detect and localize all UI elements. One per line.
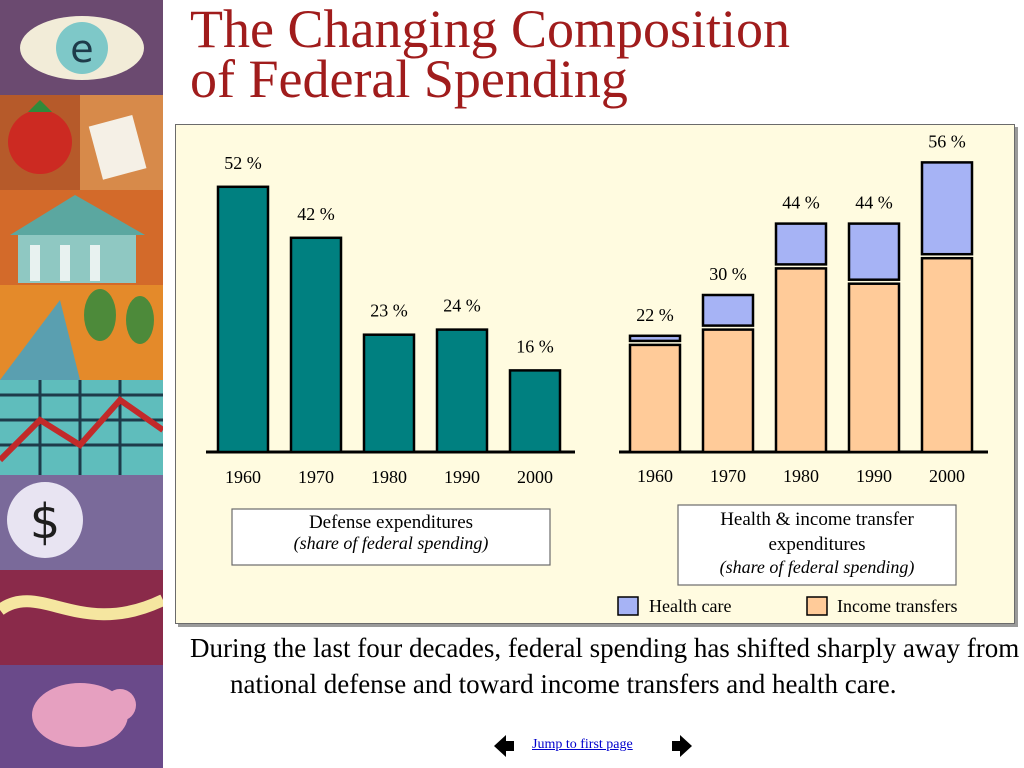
transfers-label-line3: (share of federal spending) <box>720 557 915 578</box>
income-transfers-bar <box>628 343 682 454</box>
defense-label-line1: Defense expenditures <box>309 512 473 533</box>
defense-bar <box>508 369 562 454</box>
defense-x-tick-label: 2000 <box>517 467 553 487</box>
defense-data-label: 42 % <box>297 204 335 224</box>
transfers-x-tick-label: 1970 <box>710 466 746 486</box>
defense-bar <box>289 236 343 454</box>
transfers-label-line2: expenditures <box>768 534 865 555</box>
transfers-data-label: 30 % <box>709 264 747 284</box>
defense-bar <box>435 328 489 454</box>
defense-label-box <box>231 508 551 566</box>
transfers-label-line1: Health & income transfer <box>720 509 914 530</box>
income-transfers-bar <box>701 328 755 454</box>
defense-x-tick-label: 1970 <box>298 467 334 487</box>
slide-navigation: Jump to first page <box>492 734 702 760</box>
federal-spending-charts: 52 % 1960 42 % 1970 23 % 1980 24 % 1990 16 % 2000… <box>206 131 988 616</box>
transfers-label-box <box>677 504 957 586</box>
transfers-x-tick-label: 1960 <box>637 466 673 486</box>
title-line-2: of Federal Spending <box>190 49 628 109</box>
legend-swatch-health-care <box>617 596 639 616</box>
income-transfers-bar <box>847 282 901 454</box>
health-care-bar <box>920 161 974 256</box>
defense-x-tick-label: 1960 <box>225 467 261 487</box>
right-arrow-icon[interactable] <box>670 734 694 758</box>
left-arrow-icon[interactable] <box>492 734 516 758</box>
title-line-1: The Changing Composition <box>190 4 790 59</box>
svg-text:e: e <box>70 27 93 71</box>
transfers-x-tick-label: 1990 <box>856 466 892 486</box>
defense-bar <box>216 185 270 454</box>
health-care-bar <box>774 222 828 266</box>
transfers-data-label: 56 % <box>928 131 966 151</box>
defense-bar <box>362 333 416 454</box>
defense-data-label: 23 % <box>370 301 408 321</box>
health-care-bar <box>847 222 901 281</box>
chart-panel: 52 % 1960 42 % 1970 23 % 1980 24 % 1990 16 % 2000… <box>175 124 1015 624</box>
slide-caption: During the last four decades, federal sp… <box>190 633 1020 699</box>
defense-x-tick-label: 1990 <box>444 467 480 487</box>
svg-text:$: $ <box>30 494 61 550</box>
defense-x-tick-label: 1980 <box>371 467 407 487</box>
defense-data-label: 24 % <box>443 296 481 316</box>
transfers-data-label: 22 % <box>636 305 674 325</box>
defense-data-label: 52 % <box>224 153 262 173</box>
jump-to-first-page-link[interactable]: Jump to first page <box>532 737 633 752</box>
slide-title: The Changing Composition of Federal Spend… <box>190 4 1010 120</box>
legend-swatch-income-transfers <box>806 596 828 616</box>
decorative-side-artwork: e $ <box>0 0 163 768</box>
transfers-x-tick-label: 2000 <box>929 466 965 486</box>
income-transfers-bar <box>920 256 974 454</box>
defense-data-label: 16 % <box>516 336 554 356</box>
transfers-data-label: 44 % <box>782 193 820 213</box>
health-care-bar <box>628 334 682 343</box>
health-care-bar <box>701 293 755 327</box>
defense-label-line2: (share of federal spending) <box>294 533 489 554</box>
transfers-data-label: 44 % <box>855 193 893 213</box>
transfers-x-tick-label: 1980 <box>783 466 819 486</box>
legend-label-health-care: Health care <box>649 596 731 616</box>
legend-label-income-transfers: Income transfers <box>837 596 957 616</box>
income-transfers-bar <box>774 267 828 454</box>
